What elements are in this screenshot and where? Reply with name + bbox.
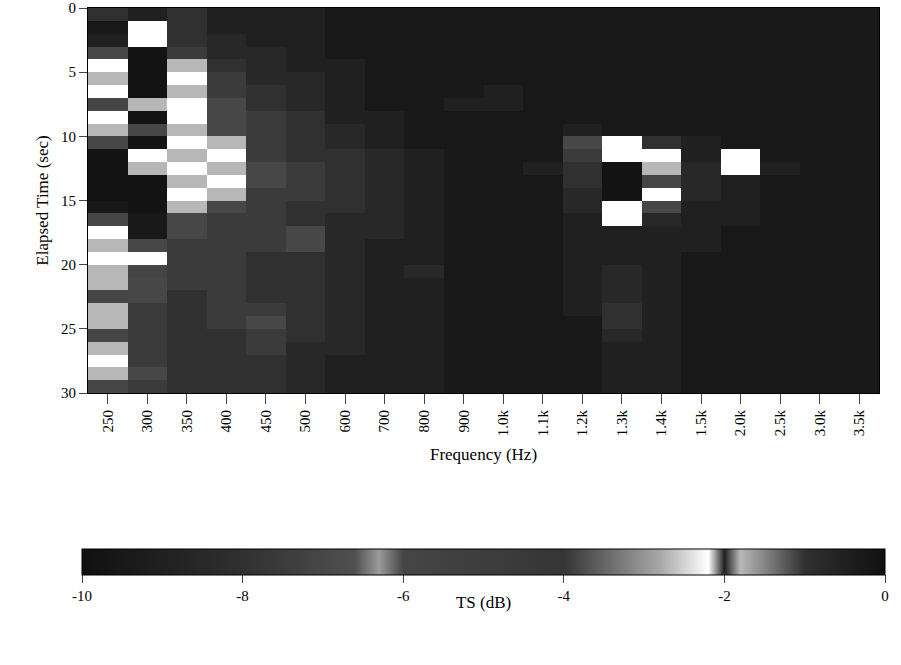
svg-text:-2: -2 <box>718 588 731 604</box>
svg-text:-10: -10 <box>72 588 92 604</box>
svg-text:600: 600 <box>337 410 353 433</box>
svg-text:-4: -4 <box>558 588 571 604</box>
svg-text:TS (dB): TS (dB) <box>456 593 511 612</box>
svg-text:1.2k: 1.2k <box>574 410 590 437</box>
svg-text:3.5k: 3.5k <box>851 410 867 437</box>
svg-text:250: 250 <box>100 410 116 433</box>
svg-text:2.5k: 2.5k <box>772 410 788 437</box>
svg-text:0: 0 <box>69 0 77 16</box>
svg-text:1.1k: 1.1k <box>535 410 551 437</box>
svg-text:1.5k: 1.5k <box>693 410 709 437</box>
svg-text:-8: -8 <box>236 588 249 604</box>
svg-text:-6: -6 <box>397 588 410 604</box>
svg-text:500: 500 <box>297 410 313 433</box>
svg-text:1.0k: 1.0k <box>495 410 511 437</box>
svg-text:Frequency (Hz): Frequency (Hz) <box>430 445 537 464</box>
svg-text:30: 30 <box>61 385 76 401</box>
svg-text:800: 800 <box>416 410 432 433</box>
svg-text:Elapsed Time (sec): Elapsed Time (sec) <box>33 135 52 265</box>
svg-text:3.0k: 3.0k <box>812 410 828 437</box>
svg-text:5: 5 <box>69 64 77 80</box>
svg-text:0: 0 <box>881 588 889 604</box>
svg-text:15: 15 <box>61 193 76 209</box>
svg-text:1.4k: 1.4k <box>653 410 669 437</box>
svg-text:900: 900 <box>456 410 472 433</box>
svg-text:350: 350 <box>179 410 195 433</box>
svg-text:10: 10 <box>61 129 76 145</box>
svg-text:700: 700 <box>376 410 392 433</box>
svg-text:2.0k: 2.0k <box>732 410 748 437</box>
svg-text:450: 450 <box>258 410 274 433</box>
svg-text:1.3k: 1.3k <box>614 410 630 437</box>
svg-text:400: 400 <box>218 410 234 433</box>
svg-text:300: 300 <box>139 410 155 433</box>
svg-text:25: 25 <box>61 321 76 337</box>
svg-text:20: 20 <box>61 257 76 273</box>
